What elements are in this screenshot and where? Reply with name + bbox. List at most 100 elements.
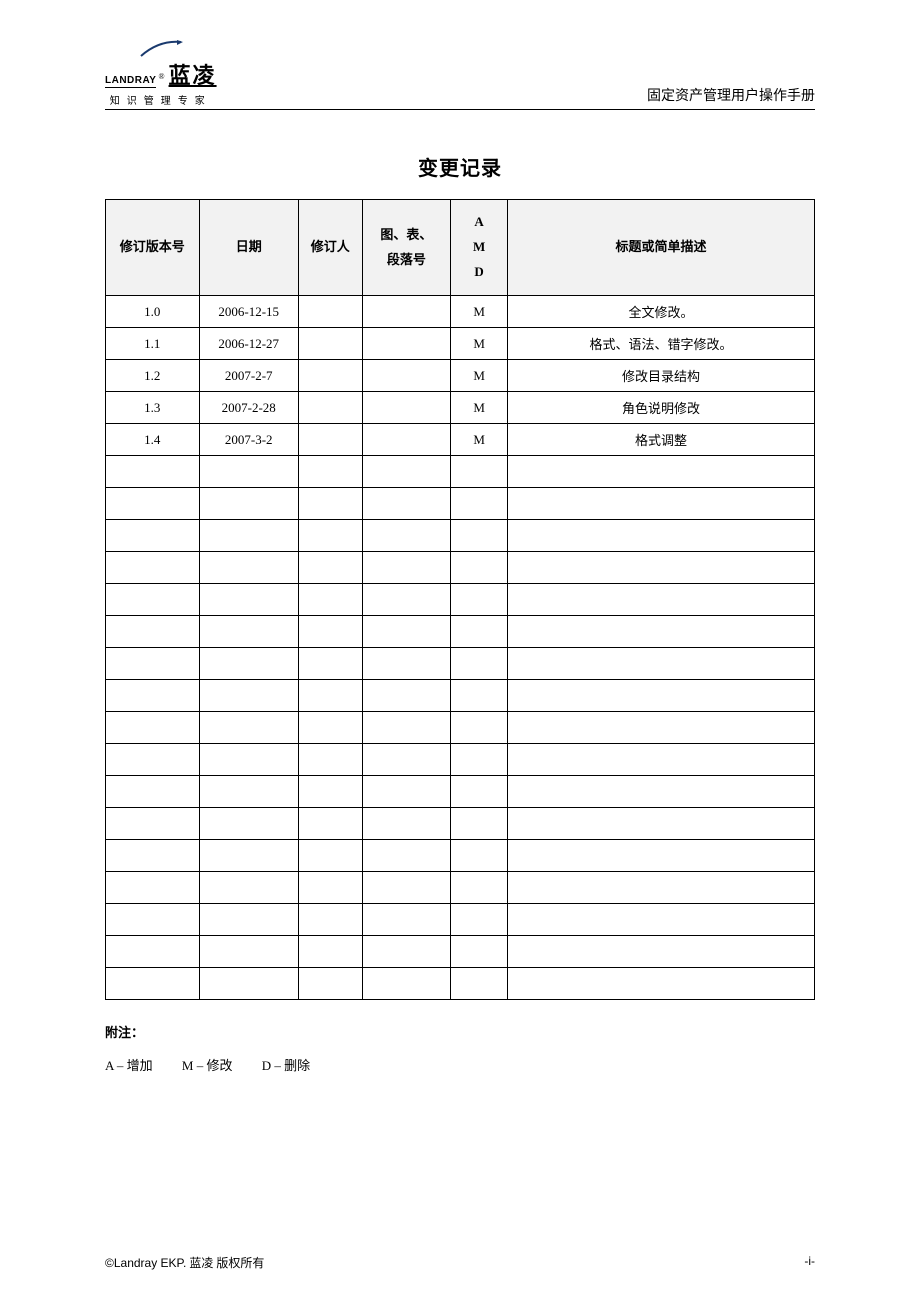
cell-version [106,680,200,712]
cell-figure [362,904,451,936]
cell-reviser [298,552,362,584]
header-doc-title: 固定资产管理用户操作手册 [647,85,815,107]
cell-reviser [298,296,362,328]
table-row: 1.32007-2-28M角色说明修改 [106,392,815,424]
cell-version [106,936,200,968]
cell-figure [362,872,451,904]
cell-amd [451,680,508,712]
page-footer: ©Landray EKP. 蓝凌 版权所有 -i- [105,1254,815,1271]
cell-version [106,520,200,552]
cell-reviser [298,456,362,488]
cell-desc: 格式、语法、错字修改。 [507,328,814,360]
cell-date [199,456,298,488]
cell-version [106,776,200,808]
table-row [106,616,815,648]
cell-figure [362,552,451,584]
cell-desc [507,520,814,552]
cell-figure [362,488,451,520]
table-row: 1.22007-2-7M修改目录结构 [106,360,815,392]
cell-amd: M [451,392,508,424]
logo: LANDRAY ® 蓝凌 知识管理专家 [105,38,217,107]
logo-subtitle: 知识管理专家 [110,92,212,107]
table-row: 1.12006-12-27M格式、语法、错字修改。 [106,328,815,360]
footer-page-number: -i- [804,1254,815,1271]
notes-legend: A – 增加 M – 修改 D – 删除 [105,1055,815,1074]
cell-figure [362,648,451,680]
cell-reviser [298,744,362,776]
cell-date: 2007-2-7 [199,360,298,392]
cell-figure [362,328,451,360]
cell-desc [507,904,814,936]
cell-reviser [298,904,362,936]
col-header-reviser: 修订人 [298,200,362,296]
cell-figure [362,712,451,744]
table-row: 1.02006-12-15M全文修改。 [106,296,815,328]
cell-version: 1.1 [106,328,200,360]
cell-date [199,840,298,872]
cell-figure [362,392,451,424]
cell-figure [362,968,451,1000]
cell-reviser [298,392,362,424]
cell-date [199,936,298,968]
table-row [106,840,815,872]
cell-version [106,488,200,520]
logo-reg-icon: ® [158,72,164,81]
cell-date [199,776,298,808]
cell-figure [362,456,451,488]
cell-desc [507,936,814,968]
col-header-amd: A M D [451,200,508,296]
cell-desc [507,744,814,776]
cell-date [199,616,298,648]
table-row [106,488,815,520]
cell-figure [362,936,451,968]
cell-date [199,648,298,680]
cell-version [106,456,200,488]
cell-version [106,584,200,616]
footer-copyright-en: ©Landray EKP. [105,1256,186,1270]
cell-version [106,968,200,1000]
table-row [106,872,815,904]
cell-version [106,552,200,584]
cell-figure [362,808,451,840]
cell-figure [362,424,451,456]
table-row [106,968,815,1000]
cell-reviser [298,872,362,904]
table-row [106,808,815,840]
table-row [106,552,815,584]
cell-desc [507,616,814,648]
table-header-row: 修订版本号 日期 修订人 图、表、 段落号 A M D 标题或简单描述 [106,200,815,296]
cell-figure [362,584,451,616]
cell-reviser [298,936,362,968]
table-row [106,744,815,776]
cell-desc [507,648,814,680]
cell-version: 1.4 [106,424,200,456]
cell-date [199,744,298,776]
cell-desc [507,680,814,712]
table-row [106,712,815,744]
cell-reviser [298,968,362,1000]
cell-reviser [298,488,362,520]
table-row [106,456,815,488]
cell-desc [507,552,814,584]
cell-reviser [298,680,362,712]
page-header: LANDRAY ® 蓝凌 知识管理专家 固定资产管理用户操作手册 [105,38,815,110]
table-row [106,520,815,552]
cell-date [199,488,298,520]
cell-version [106,712,200,744]
col-header-amd-a: A [474,214,483,229]
cell-reviser [298,808,362,840]
cell-reviser [298,840,362,872]
cell-date [199,584,298,616]
cell-amd [451,520,508,552]
col-header-figure: 图、表、 段落号 [362,200,451,296]
cell-amd [451,744,508,776]
cell-reviser [298,424,362,456]
cell-amd: M [451,296,508,328]
cell-amd: M [451,328,508,360]
cell-date [199,808,298,840]
cell-desc: 全文修改。 [507,296,814,328]
cell-amd [451,808,508,840]
notes-legend-a: A – 增加 [105,1058,153,1073]
cell-amd [451,648,508,680]
cell-amd [451,872,508,904]
